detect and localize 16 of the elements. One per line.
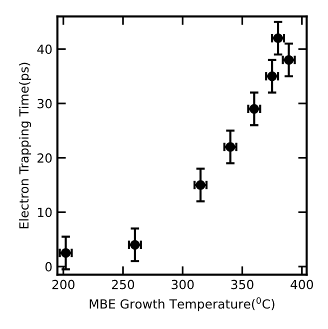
point <box>267 71 277 82</box>
x-tick-label: 200 <box>52 280 74 290</box>
x-tick-label: 350 <box>231 280 254 290</box>
y-tick-label: 0 <box>45 262 52 272</box>
x-tick-label: 250 <box>112 280 134 290</box>
y-tick-label: 20 <box>38 153 52 163</box>
y-tick-label: 40 <box>37 44 52 54</box>
y-tick-label: 30 <box>38 98 52 108</box>
point <box>130 240 140 250</box>
y-tick-label: 10 <box>38 208 52 218</box>
point <box>196 180 206 190</box>
y-axis-title: Electron Trapping Time(ps) <box>18 62 32 228</box>
x-axis-title: MBE Growth Temperature($^{0}$C) <box>90 297 274 312</box>
point <box>273 33 283 44</box>
x-tick-label: 300 <box>172 280 194 290</box>
x-tick-label: 400 <box>290 280 314 290</box>
